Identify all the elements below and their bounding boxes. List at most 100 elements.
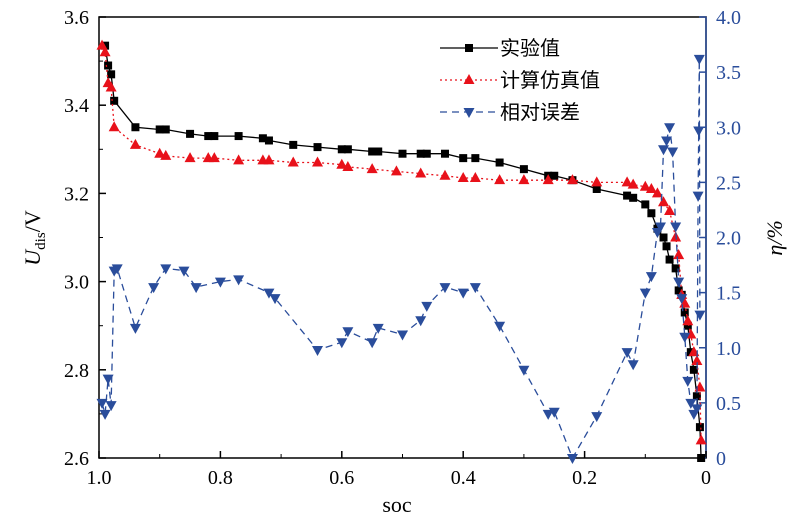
data-point xyxy=(659,233,668,242)
data-point xyxy=(263,288,275,299)
data-point xyxy=(161,125,170,134)
data-point xyxy=(415,167,427,178)
x-axis-ticks: 1.0 0.8 0.6 0.4 0.2 0 xyxy=(87,451,711,489)
data-point xyxy=(313,143,322,152)
data-point xyxy=(518,174,530,185)
data-point xyxy=(263,154,275,165)
data-point xyxy=(99,409,111,420)
data-point xyxy=(662,242,671,251)
data-point xyxy=(550,171,559,180)
data-point xyxy=(148,283,160,294)
data-point xyxy=(287,156,299,167)
data-point xyxy=(102,374,114,385)
y2-tick-label: 2.5 xyxy=(716,172,741,194)
data-point xyxy=(542,409,554,420)
data-point xyxy=(651,187,663,198)
data-point xyxy=(676,294,688,305)
y-tick-label: 3.6 xyxy=(64,7,89,29)
data-point xyxy=(542,174,554,185)
data-point xyxy=(694,310,706,321)
data-point xyxy=(494,174,506,185)
data-point xyxy=(494,321,506,332)
data-point xyxy=(664,205,676,216)
data-point xyxy=(269,294,281,305)
series-layer xyxy=(96,39,707,464)
data-point xyxy=(673,277,685,288)
legend-label: 实验值 xyxy=(500,37,560,60)
data-point xyxy=(208,152,220,163)
data-point xyxy=(374,147,383,156)
data-point xyxy=(368,147,377,156)
y2-tick-label: 3.0 xyxy=(716,117,741,139)
data-point xyxy=(673,249,685,260)
legend-marker xyxy=(463,108,475,118)
data-point xyxy=(670,222,682,233)
data-point xyxy=(639,288,651,299)
y-axis-ticks: 2.6 2.8 3.0 3.2 3.4 3.6 xyxy=(64,7,106,470)
x-tick-label: 1.0 xyxy=(87,467,112,489)
data-point xyxy=(110,96,119,105)
data-point xyxy=(342,160,354,171)
data-point xyxy=(440,149,449,158)
y2-tick-label: 1.0 xyxy=(716,338,741,360)
data-point xyxy=(105,81,117,92)
y-axis-title-suffix: /V xyxy=(20,210,45,232)
data-point xyxy=(693,126,705,137)
data-point xyxy=(178,266,190,277)
data-point xyxy=(645,182,657,193)
data-point xyxy=(390,165,402,176)
data-point xyxy=(214,277,226,288)
data-point xyxy=(682,315,694,326)
data-point xyxy=(627,178,639,189)
series-line xyxy=(104,45,702,459)
data-point xyxy=(155,125,164,134)
legend-label: 计算仿真值 xyxy=(500,69,600,92)
data-point xyxy=(107,70,116,79)
data-point xyxy=(591,412,603,423)
data-point xyxy=(518,365,530,376)
data-point xyxy=(234,132,243,141)
data-point xyxy=(682,376,694,387)
data-point xyxy=(258,134,267,143)
data-point xyxy=(104,61,113,70)
data-point xyxy=(233,154,245,165)
data-point xyxy=(372,323,384,334)
data-point xyxy=(105,401,117,412)
y-tick-label: 3.4 xyxy=(64,95,89,117)
y2-tick-label: 2.0 xyxy=(716,228,741,250)
x-tick-label: 0.2 xyxy=(572,467,597,489)
data-point xyxy=(548,407,560,418)
data-point xyxy=(629,193,638,202)
data-point xyxy=(397,330,408,341)
data-point xyxy=(680,308,689,317)
data-point xyxy=(566,174,578,185)
svg-text:η/%: η/% xyxy=(762,220,787,255)
data-point xyxy=(661,136,673,147)
series-line xyxy=(101,45,702,441)
data-point xyxy=(621,176,633,187)
data-point xyxy=(639,180,651,191)
data-point xyxy=(233,275,245,286)
data-point xyxy=(697,454,706,462)
data-point xyxy=(689,365,698,374)
y2-tick-label: 1.5 xyxy=(716,283,741,305)
data-point xyxy=(416,149,425,158)
y2-tick-label: 3.5 xyxy=(716,62,741,84)
data-point xyxy=(421,301,433,312)
x-axis-title: soc xyxy=(382,492,412,517)
data-point xyxy=(658,196,670,207)
y-axis-title-sub: dis xyxy=(33,232,49,250)
data-point xyxy=(621,348,633,359)
data-point xyxy=(695,434,707,445)
data-point xyxy=(623,191,632,200)
y2-tick-label: 0 xyxy=(716,448,726,470)
data-point xyxy=(342,327,354,338)
data-point xyxy=(459,154,468,163)
data-point xyxy=(674,286,683,295)
data-point xyxy=(439,283,451,294)
data-point xyxy=(289,140,298,149)
y-tick-label: 3.0 xyxy=(64,272,89,294)
data-point xyxy=(592,184,601,193)
